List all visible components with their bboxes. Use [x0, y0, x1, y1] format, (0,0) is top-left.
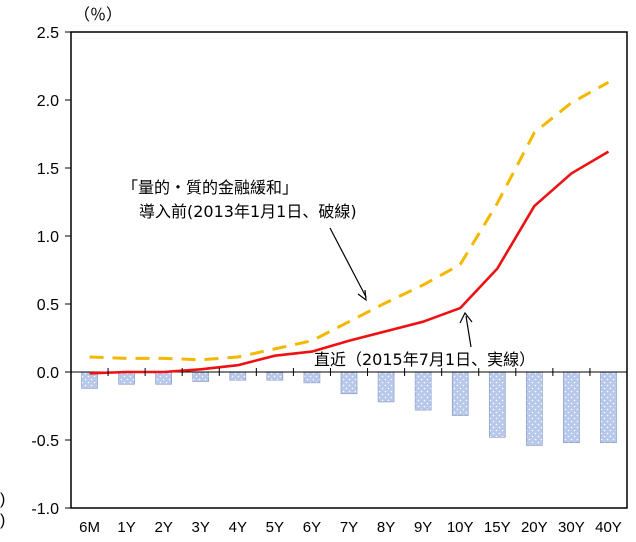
- bar-1Y: [118, 371, 135, 385]
- annotations: 「量的・質的金融緩和」 導入前(2013年1月1日、破線) 直近（2015年7月…: [122, 178, 535, 369]
- y-tick-label: 0.0: [37, 365, 59, 382]
- bar-8Y: [377, 371, 395, 403]
- annotation-pre-qqe-line2: 導入前(2013年1月1日、破線): [139, 202, 357, 221]
- x-tick-label: 30Y: [558, 519, 585, 536]
- y-tick-label: 2.5: [37, 25, 59, 42]
- y-tick-label: -0.5: [31, 433, 59, 450]
- x-tick-label: 8Y: [377, 519, 395, 536]
- annotation-recent: 直近（2015年7月1日、実線）: [314, 350, 535, 369]
- dashed-line-pre-qqe: [89, 81, 610, 362]
- bar-6Y: [303, 371, 321, 384]
- line-series: [89, 81, 610, 375]
- x-tick-label: 3Y: [192, 519, 210, 536]
- bar-9Y: [414, 371, 432, 411]
- x-tick-label: 9Y: [414, 519, 432, 536]
- solid-line-recent: [89, 150, 610, 375]
- bar-4Y: [229, 371, 247, 381]
- bar-2Y: [155, 371, 172, 385]
- x-axis: 6M 1Y 2Y 3Y 4Y 5Y 6Y 7Y 8Y 9Y 10Y 15Y 20Y 30Y 40Y: [79, 368, 622, 536]
- x-tick-label: 1Y: [117, 519, 135, 536]
- bar-series: [81, 371, 617, 446]
- x-tick-label: 40Y: [595, 519, 622, 536]
- bar-3Y: [192, 371, 210, 382]
- arrow-pre-qqe: [329, 227, 367, 302]
- bar-7Y: [340, 371, 358, 395]
- bar-10Y: [451, 371, 469, 416]
- bar-30Y: [563, 371, 580, 444]
- bar-20Y: [526, 371, 543, 446]
- x-tick-label: 7Y: [340, 519, 358, 536]
- x-tick-label: 2Y: [154, 519, 172, 536]
- arrow-recent: [459, 311, 473, 348]
- y-axis: 2.5 2.0 1.5 1.0 0.5 0.0 -0.5 -1.0: [31, 25, 71, 518]
- x-tick-label: 4Y: [229, 519, 247, 536]
- bar-15Y: [488, 371, 506, 438]
- y-unit-label: （％）: [74, 6, 122, 24]
- x-tick-label: 20Y: [521, 519, 548, 536]
- bar-40Y: [600, 371, 617, 444]
- y-tick-label: 2.0: [37, 93, 59, 110]
- x-tick-label: 5Y: [266, 519, 284, 536]
- left-margin-mark-1: ): [0, 491, 5, 508]
- y-tick-label: 0.5: [37, 297, 59, 314]
- annotation-pre-qqe-line1: 「量的・質的金融緩和」: [122, 178, 298, 197]
- y-tick-label: 1.5: [37, 161, 59, 178]
- plot-frame: [70, 31, 628, 509]
- bar-5Y: [266, 371, 284, 381]
- x-tick-label: 10Y: [447, 519, 474, 536]
- x-tick-label: 6Y: [303, 519, 321, 536]
- x-tick-label: 6M: [79, 519, 100, 536]
- x-tick-label: 15Y: [484, 519, 511, 536]
- y-tick-label: 1.0: [37, 229, 59, 246]
- left-margin-mark-2: ): [0, 512, 5, 529]
- y-tick-label: -1.0: [31, 501, 59, 518]
